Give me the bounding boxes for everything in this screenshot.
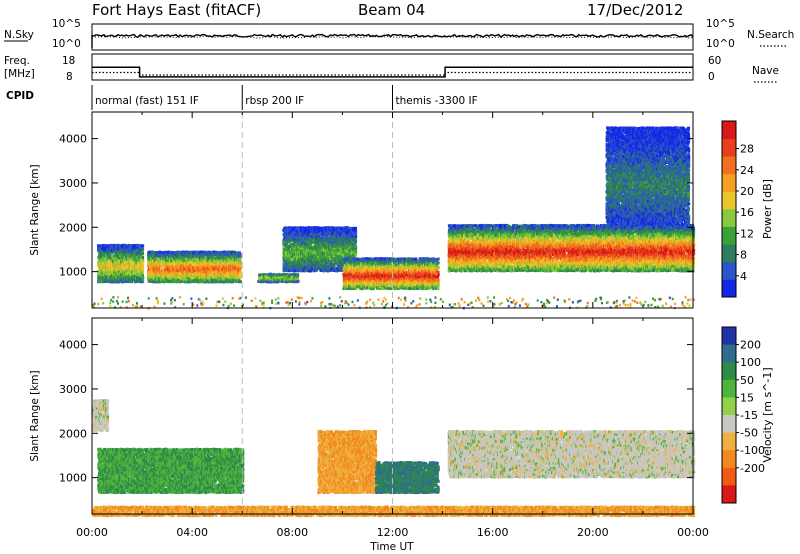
y-tick-label: 3000 xyxy=(59,177,87,190)
colorbar-tick-label: 200 xyxy=(740,339,761,352)
colorbar-tick-label: -50 xyxy=(740,427,758,440)
colorbar-swatch xyxy=(722,174,736,192)
colorbar-swatch xyxy=(722,485,736,503)
colorbar-tick-label: 28 xyxy=(740,143,754,156)
colorbar-tick-label: -200 xyxy=(740,462,765,475)
power-panel: 1000 2000 3000 4000 xyxy=(59,112,695,309)
x-tick-label: 00:00 xyxy=(677,526,709,539)
power-ylabel: Slant Range [km] xyxy=(29,164,41,255)
colorbar-tick-label: 16 xyxy=(740,206,754,219)
nave-tick-top: 60 xyxy=(708,55,721,67)
x-tick-label: 20:00 xyxy=(577,526,609,539)
colorbar-swatch xyxy=(722,139,736,157)
colorbar-swatch xyxy=(722,468,736,486)
colorbar-label: Power [dB] xyxy=(761,179,774,239)
y-tick-label: 1000 xyxy=(59,472,87,485)
nsky-label: N.Sky xyxy=(4,29,34,41)
colorbar-tick-label: 24 xyxy=(740,164,754,177)
nsearch-label: N.Search xyxy=(747,29,794,41)
colorbar-swatch xyxy=(722,209,736,227)
y-tick-label: 2000 xyxy=(59,427,87,440)
station-title: Fort Hays East (fitACF) xyxy=(92,1,261,19)
colorbar-tick-label: 15 xyxy=(740,391,754,404)
cpid-segment-label: themis -3300 IF xyxy=(396,95,478,107)
cpid-band: CPID normal (fast) 151 IF rbsp 200 IF them… xyxy=(6,85,478,110)
colorbar-swatch xyxy=(722,397,736,415)
nsky-tick-top: 10^5 xyxy=(52,18,81,30)
colorbar-swatch xyxy=(722,156,736,174)
freq-unit-label: [MHz] xyxy=(4,68,35,80)
nsearch-tick-top: 10^5 xyxy=(706,18,735,30)
colorbar-swatch xyxy=(722,262,736,280)
nsky-panel: N.Sky 10^5 10^0 10^5 10^0 N.Search xyxy=(4,18,794,50)
power-colorbar: 4 8 12 16 20 24 28 Power [dB] xyxy=(722,121,774,297)
y-tick-label: 4000 xyxy=(59,339,87,352)
x-tick-label: 12:00 xyxy=(377,526,409,539)
y-tick-label: 1000 xyxy=(59,266,87,279)
radar-summary-plot: Fort Hays East (fitACF) Beam 04 17/Dec/2… xyxy=(0,0,800,554)
velocity-panel: 1000 2000 3000 4000 xyxy=(59,318,695,517)
colorbar-label: Velocity [m s^-1] xyxy=(761,367,774,462)
cpid-label: CPID xyxy=(6,90,34,102)
nave-line xyxy=(92,73,693,76)
freq-tick-bottom: 8 xyxy=(66,71,73,83)
colorbar-swatch xyxy=(722,345,736,363)
nsearch-tick-bottom: 10^0 xyxy=(706,38,735,50)
colorbar-tick-label: 12 xyxy=(740,227,754,240)
colorbar-tick-label: 50 xyxy=(740,374,754,387)
velocity-ylabel: Slant Range [km] xyxy=(29,370,41,461)
x-tick-label: 16:00 xyxy=(477,526,509,539)
colorbar-tick-label: 20 xyxy=(740,185,754,198)
freq-tick-top: 18 xyxy=(62,55,75,67)
y-tick-label: 4000 xyxy=(59,133,87,146)
y-tick-label: 2000 xyxy=(59,221,87,234)
x-tick-label: 08:00 xyxy=(276,526,308,539)
freq-panel: Freq. [MHz] 18 8 60 0 Nave xyxy=(4,54,779,83)
nsky-trace xyxy=(92,35,693,49)
y-tick-label: 3000 xyxy=(59,383,87,396)
x-tick-label: 04:00 xyxy=(176,526,208,539)
frequency-trace xyxy=(92,67,693,77)
velocity-heatmap xyxy=(92,399,695,517)
nave-tick-bottom: 0 xyxy=(708,71,715,83)
colorbar-swatch xyxy=(722,191,736,209)
power-heatmap xyxy=(92,126,695,309)
colorbar-swatch xyxy=(722,244,736,262)
colorbar-swatch xyxy=(722,362,736,380)
colorbar-swatch xyxy=(722,279,736,297)
nave-label: Nave xyxy=(752,65,779,77)
x-tick-label: 00:00 xyxy=(76,526,108,539)
colorbar-swatch xyxy=(722,121,736,139)
cpid-segment-label: normal (fast) 151 IF xyxy=(95,95,199,107)
colorbar-tick-label: 4 xyxy=(740,270,747,283)
date-title: 17/Dec/2012 xyxy=(587,1,683,19)
nsky-tick-bottom: 10^0 xyxy=(52,38,81,50)
colorbar-tick-label: 8 xyxy=(740,249,747,262)
colorbar-swatch xyxy=(722,227,736,245)
colorbar-swatch xyxy=(722,380,736,398)
colorbar-tick-label: -15 xyxy=(740,409,758,422)
colorbar-swatch xyxy=(722,450,736,468)
colorbar-swatch xyxy=(722,415,736,433)
colorbar-tick-label: 100 xyxy=(740,356,761,369)
time-xlabel: Time UT xyxy=(369,541,414,553)
freq-label: Freq. xyxy=(4,55,30,67)
colorbar-swatch xyxy=(722,433,736,451)
cpid-segment-label: rbsp 200 IF xyxy=(245,95,304,107)
beam-title: Beam 04 xyxy=(358,1,425,19)
colorbar-swatch xyxy=(722,327,736,345)
